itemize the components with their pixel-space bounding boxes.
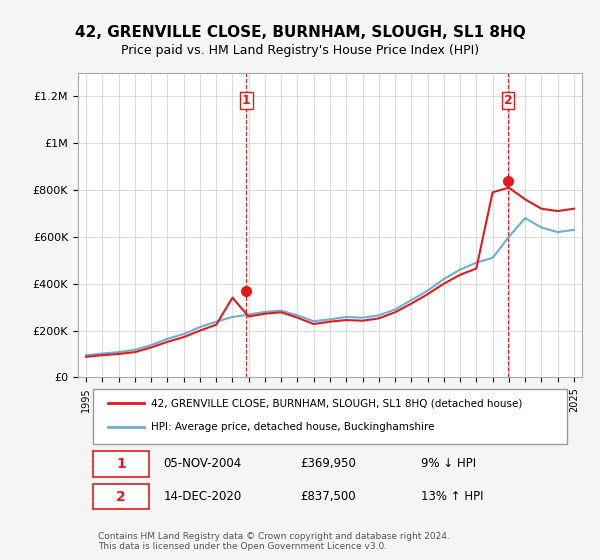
Text: 2: 2 <box>116 489 126 503</box>
FancyBboxPatch shape <box>93 389 567 444</box>
Text: 1: 1 <box>242 94 251 107</box>
Text: £369,950: £369,950 <box>300 458 356 470</box>
FancyBboxPatch shape <box>93 484 149 510</box>
FancyBboxPatch shape <box>93 451 149 477</box>
Text: 05-NOV-2004: 05-NOV-2004 <box>164 458 242 470</box>
Text: Contains HM Land Registry data © Crown copyright and database right 2024.
This d: Contains HM Land Registry data © Crown c… <box>98 531 450 551</box>
Text: 2: 2 <box>503 94 512 107</box>
Text: 1: 1 <box>116 457 126 471</box>
Text: HPI: Average price, detached house, Buckinghamshire: HPI: Average price, detached house, Buck… <box>151 422 434 432</box>
Text: 42, GRENVILLE CLOSE, BURNHAM, SLOUGH, SL1 8HQ (detached house): 42, GRENVILLE CLOSE, BURNHAM, SLOUGH, SL… <box>151 398 523 408</box>
Text: 42, GRENVILLE CLOSE, BURNHAM, SLOUGH, SL1 8HQ: 42, GRENVILLE CLOSE, BURNHAM, SLOUGH, SL… <box>74 25 526 40</box>
Text: 13% ↑ HPI: 13% ↑ HPI <box>421 490 483 503</box>
Text: 14-DEC-2020: 14-DEC-2020 <box>164 490 242 503</box>
Text: 9% ↓ HPI: 9% ↓ HPI <box>421 458 476 470</box>
Text: £837,500: £837,500 <box>300 490 355 503</box>
Text: Price paid vs. HM Land Registry's House Price Index (HPI): Price paid vs. HM Land Registry's House … <box>121 44 479 57</box>
